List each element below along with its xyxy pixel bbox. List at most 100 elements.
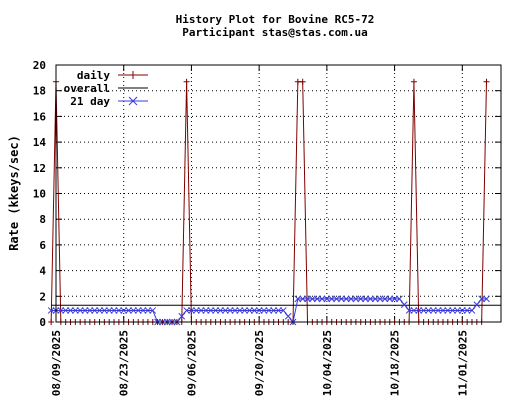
data-point — [420, 307, 427, 314]
data-point — [221, 307, 229, 314]
data-point — [449, 307, 456, 314]
data-point — [357, 295, 365, 303]
data-point — [429, 307, 437, 314]
chart-title: History Plot for Bovine RC5-72 — [176, 13, 375, 26]
x-tick-label: 08/23/2025 — [118, 330, 131, 396]
data-point — [473, 301, 481, 309]
data-point — [425, 307, 432, 314]
data-point — [188, 307, 195, 314]
data-point — [149, 307, 157, 314]
data-point — [279, 307, 287, 314]
legend-label: overall — [64, 82, 110, 95]
data-point — [197, 307, 205, 314]
data-point — [318, 295, 326, 303]
data-point — [313, 295, 321, 303]
data-point — [410, 78, 417, 85]
data-point — [76, 307, 84, 314]
data-point — [110, 307, 118, 314]
data-point — [463, 307, 471, 314]
data-point — [255, 307, 263, 314]
data-point — [483, 295, 490, 303]
data-point — [144, 307, 152, 314]
legend-marker — [129, 71, 137, 79]
legend-item-21-day: 21 day — [70, 95, 148, 108]
data-point — [444, 307, 452, 314]
y-tick-label: 2 — [39, 290, 46, 303]
grid-lines — [55, 65, 501, 322]
data-point — [120, 307, 128, 314]
legend-label: 21 day — [70, 95, 110, 108]
data-point — [299, 295, 307, 303]
data-point — [294, 295, 302, 303]
data-point — [217, 307, 224, 314]
data-point — [207, 307, 215, 314]
data-point — [284, 312, 292, 320]
data-point — [362, 295, 369, 303]
data-point — [101, 307, 108, 314]
data-point — [342, 295, 350, 303]
legend-label: daily — [77, 69, 110, 82]
data-point — [371, 295, 379, 303]
data-point — [439, 307, 447, 314]
x-tick-label: 10/04/2025 — [321, 330, 334, 396]
data-point — [48, 319, 55, 325]
data-point — [347, 295, 355, 303]
x-tick-label: 09/20/2025 — [253, 330, 266, 396]
x-tick-label: 11/01/2025 — [456, 330, 469, 396]
data-point — [458, 307, 466, 314]
data-point — [241, 307, 248, 314]
data-point — [468, 307, 476, 314]
data-point — [86, 307, 94, 314]
data-point — [478, 295, 486, 303]
data-point — [299, 78, 306, 85]
data-point — [57, 307, 65, 314]
data-point — [309, 295, 316, 303]
data-point — [415, 307, 423, 314]
plot-frame — [55, 64, 502, 323]
data-point — [410, 307, 418, 314]
y-tick-label: 6 — [39, 239, 46, 252]
data-point — [115, 307, 123, 314]
data-point — [405, 307, 413, 314]
data-point — [47, 307, 55, 314]
y-tick-label: 14 — [33, 136, 47, 149]
data-point — [91, 307, 99, 314]
data-point — [304, 295, 311, 303]
series-21-day — [47, 295, 490, 326]
data-point — [386, 295, 394, 303]
data-point — [81, 307, 89, 314]
x-tick-label: 08/09/2025 — [50, 330, 63, 396]
data-point — [265, 307, 273, 314]
data-point — [376, 295, 384, 303]
data-point — [212, 307, 219, 314]
data-point — [323, 295, 331, 303]
chart-subtitle: Participant stas@stas.com.ua — [182, 26, 367, 39]
series-daily — [48, 78, 490, 325]
data-point — [250, 307, 258, 314]
legend-item-overall: overall — [64, 82, 148, 95]
data-point — [236, 307, 244, 314]
data-point — [178, 312, 186, 320]
data-point — [231, 307, 239, 314]
data-point — [183, 307, 190, 314]
y-tick-label: 16 — [33, 110, 47, 123]
x-axis-ticks: 08/09/2025 08/23/2025 09/06/2025 09/20/2025… — [50, 65, 469, 396]
y-tick-label: 8 — [39, 213, 46, 226]
y-axis-ticks: 0 2 4 6 8 10 12 14 16 18 20 — [33, 59, 501, 329]
data-point — [352, 295, 360, 303]
y-tick-label: 4 — [39, 265, 46, 278]
data-point — [125, 307, 132, 314]
data-point — [270, 307, 278, 314]
y-axis-label: Rate (kkeys/sec) — [7, 135, 21, 251]
y-tick-label: 20 — [33, 59, 46, 72]
legend-marker — [128, 96, 138, 106]
data-point — [192, 307, 200, 314]
plot-area — [47, 78, 501, 326]
data-point — [246, 307, 253, 314]
y-tick-label: 10 — [33, 188, 46, 201]
series-line — [50, 81, 487, 323]
y-tick-label: 0 — [39, 316, 46, 329]
data-point — [396, 295, 403, 303]
